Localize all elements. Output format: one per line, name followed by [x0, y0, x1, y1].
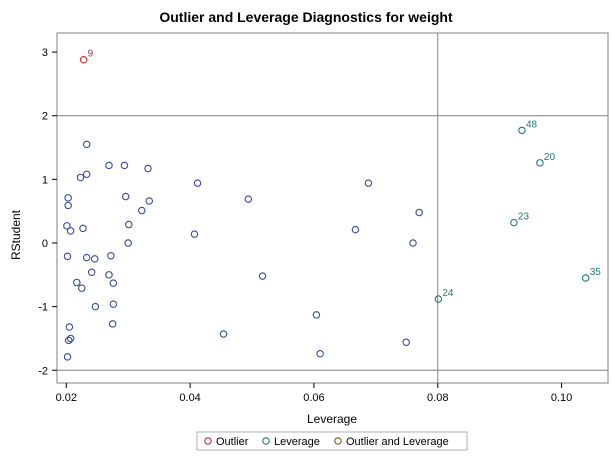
- data-point: [91, 302, 100, 311]
- data-point: [124, 239, 132, 247]
- plot-border: [56, 32, 609, 384]
- reference-lines: [57, 33, 608, 383]
- x-axis-label: Leverage: [307, 412, 357, 426]
- data-point: [121, 192, 130, 201]
- y-tick-label: -1: [38, 302, 48, 314]
- data-point: [364, 179, 373, 187]
- data-point: [193, 179, 202, 187]
- data-point: [107, 251, 115, 260]
- data-point: [82, 253, 91, 262]
- data-point: [144, 164, 152, 173]
- data-point: [434, 295, 443, 303]
- data-point: [581, 274, 590, 282]
- data-point: [63, 353, 72, 361]
- x-tick-label: 0.10: [551, 392, 572, 404]
- legend-label: Outlier: [216, 436, 249, 448]
- legend-marker: [334, 437, 342, 445]
- data-point: [64, 201, 72, 210]
- data-point: [87, 268, 96, 277]
- data-point: [63, 222, 71, 230]
- data-point: [64, 194, 72, 202]
- point-label: 24: [442, 288, 454, 299]
- data-point: [244, 195, 253, 203]
- data-point: [66, 334, 75, 343]
- x-axis: 0.02 0.04 0.06 0.08 0.10: [56, 383, 572, 404]
- y-axis-label: RStudent: [9, 209, 23, 260]
- legend-box: [196, 431, 468, 451]
- y-tick-label: 2: [42, 111, 48, 123]
- chart-title: Outlier and Leverage Diagnostics for wei…: [159, 9, 453, 25]
- y-tick-label: 1: [42, 174, 48, 186]
- data-point: [351, 225, 360, 234]
- data-point: [510, 218, 518, 227]
- legend: Outlier Leverage Outlier and Leverage: [196, 431, 468, 451]
- data-point: [65, 323, 74, 331]
- point-label: 9: [88, 49, 94, 60]
- data-point: [402, 338, 410, 347]
- data-point: [82, 170, 91, 179]
- data-point: [105, 271, 113, 279]
- data-point: [316, 349, 324, 358]
- data-points: 9 48 20 23 35 24: [63, 49, 602, 361]
- data-point: [91, 255, 99, 263]
- data-point: [190, 230, 199, 238]
- plot-area: [56, 32, 609, 384]
- x-tick-label: 0.08: [427, 392, 448, 404]
- legend-label: Leverage: [274, 436, 320, 448]
- point-label: 20: [544, 152, 556, 163]
- y-tick-label: 3: [42, 47, 48, 59]
- data-point: [63, 252, 72, 261]
- data-point: [73, 278, 81, 287]
- point-label: 48: [526, 119, 538, 130]
- data-point: [76, 173, 85, 182]
- data-point: [536, 159, 544, 167]
- data-point: [109, 279, 118, 287]
- legend-marker: [204, 437, 212, 445]
- x-tick-label: 0.02: [56, 392, 77, 404]
- data-point: [82, 140, 91, 149]
- data-point: [79, 224, 87, 233]
- x-tick-label: 0.04: [179, 392, 200, 404]
- data-point: [138, 206, 146, 215]
- data-point: [109, 300, 118, 308]
- point-label: 35: [590, 267, 602, 278]
- legend-marker: [262, 437, 270, 445]
- data-point: [258, 272, 267, 280]
- y-tick-label: 0: [42, 238, 48, 250]
- data-point: [66, 227, 75, 235]
- y-tick-label: -2: [38, 365, 48, 377]
- legend-label: Outlier and Leverage: [346, 436, 449, 448]
- data-point: [120, 161, 129, 170]
- data-point: [79, 55, 88, 64]
- data-point: [108, 320, 117, 328]
- data-point: [125, 220, 133, 229]
- data-point: [518, 126, 526, 135]
- y-axis: -2 -1 0 1 2 3: [38, 47, 57, 377]
- data-point: [105, 161, 113, 170]
- data-point: [415, 208, 423, 217]
- data-point: [219, 330, 228, 338]
- data-point: [145, 197, 153, 205]
- data-point: [65, 336, 73, 345]
- data-point: [312, 311, 321, 319]
- x-tick-label: 0.06: [303, 392, 324, 404]
- data-point: [409, 239, 417, 247]
- data-point: [78, 284, 86, 292]
- point-label: 23: [518, 212, 530, 223]
